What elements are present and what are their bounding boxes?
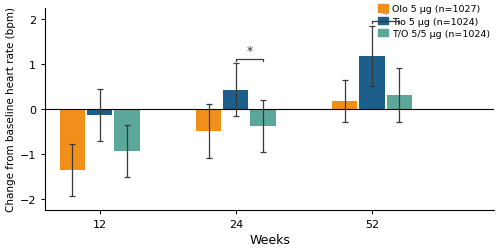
Legend: Olo 5 μg (n=1027), Tio 5 μg (n=1024), T/O 5/5 μg (n=1024): Olo 5 μg (n=1027), Tio 5 μg (n=1024), T/… bbox=[378, 5, 490, 39]
Y-axis label: Change from baseline heart rate (bpm): Change from baseline heart rate (bpm) bbox=[6, 7, 16, 212]
Bar bbox=[60, 110, 85, 170]
Text: *: * bbox=[246, 45, 252, 58]
Bar bbox=[360, 57, 384, 110]
Bar bbox=[332, 102, 357, 110]
X-axis label: Weeks: Weeks bbox=[250, 234, 290, 246]
Bar bbox=[87, 110, 112, 116]
Bar bbox=[196, 110, 222, 132]
Text: *: * bbox=[382, 8, 388, 21]
Bar bbox=[223, 90, 248, 110]
Bar bbox=[250, 110, 276, 127]
Bar bbox=[386, 96, 412, 110]
Bar bbox=[114, 110, 140, 151]
